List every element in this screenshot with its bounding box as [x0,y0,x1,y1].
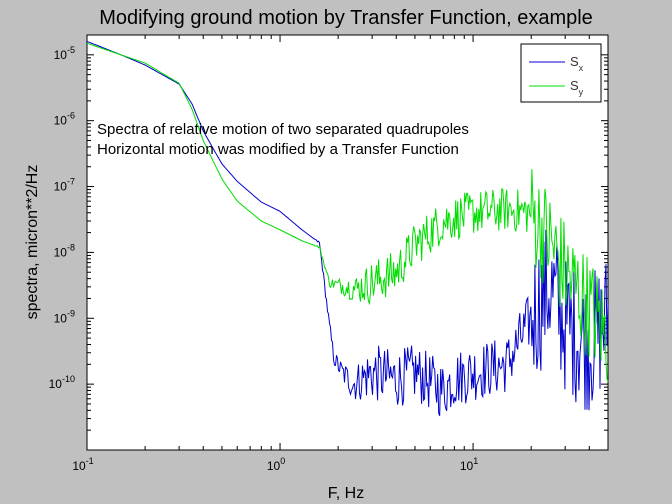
legend-label-sx-main: S [570,54,579,69]
plot-area [86,34,609,451]
legend-label-sy: Sy [570,78,584,97]
axis-tick-labels: 10-1 100 101 10-10 10-9 10-8 10-7 10-6 10-5 [49,45,479,473]
series-layer [86,40,609,416]
series-line-sx [86,40,609,416]
series-line-sy [86,42,609,383]
legend-label-sy-sub: y [579,87,584,97]
x-tick-label: 101 [460,456,478,473]
legend-box [520,43,602,103]
axis-ticks [86,34,609,451]
legend-label-sx: Sx [570,54,584,73]
legend: Sx Sy [520,43,602,103]
legend-label-sy-main: S [570,78,579,93]
x-tick-label: 10-1 [72,456,93,473]
annotation-line-2: Horizontal motion was modified by a Tran… [97,141,459,158]
y-tick-label: 10-7 [54,177,75,194]
y-tick-label: 10-5 [54,45,75,62]
chart-title: Modifying ground motion by Transfer Func… [99,7,593,29]
y-tick-label: 10-9 [54,308,75,325]
x-axis-label: F, Hz [328,485,364,502]
y-tick-label: 10-8 [54,242,75,259]
y-tick-label: 10-10 [49,374,75,391]
y-tick-label: 10-6 [54,111,75,128]
annotation-line-1: Spectra of relative motion of two separa… [97,121,469,138]
x-tick-label: 100 [267,456,285,473]
legend-label-sx-sub: x [579,63,584,73]
y-axis-label: spectra, micron**2/Hz [24,165,41,320]
